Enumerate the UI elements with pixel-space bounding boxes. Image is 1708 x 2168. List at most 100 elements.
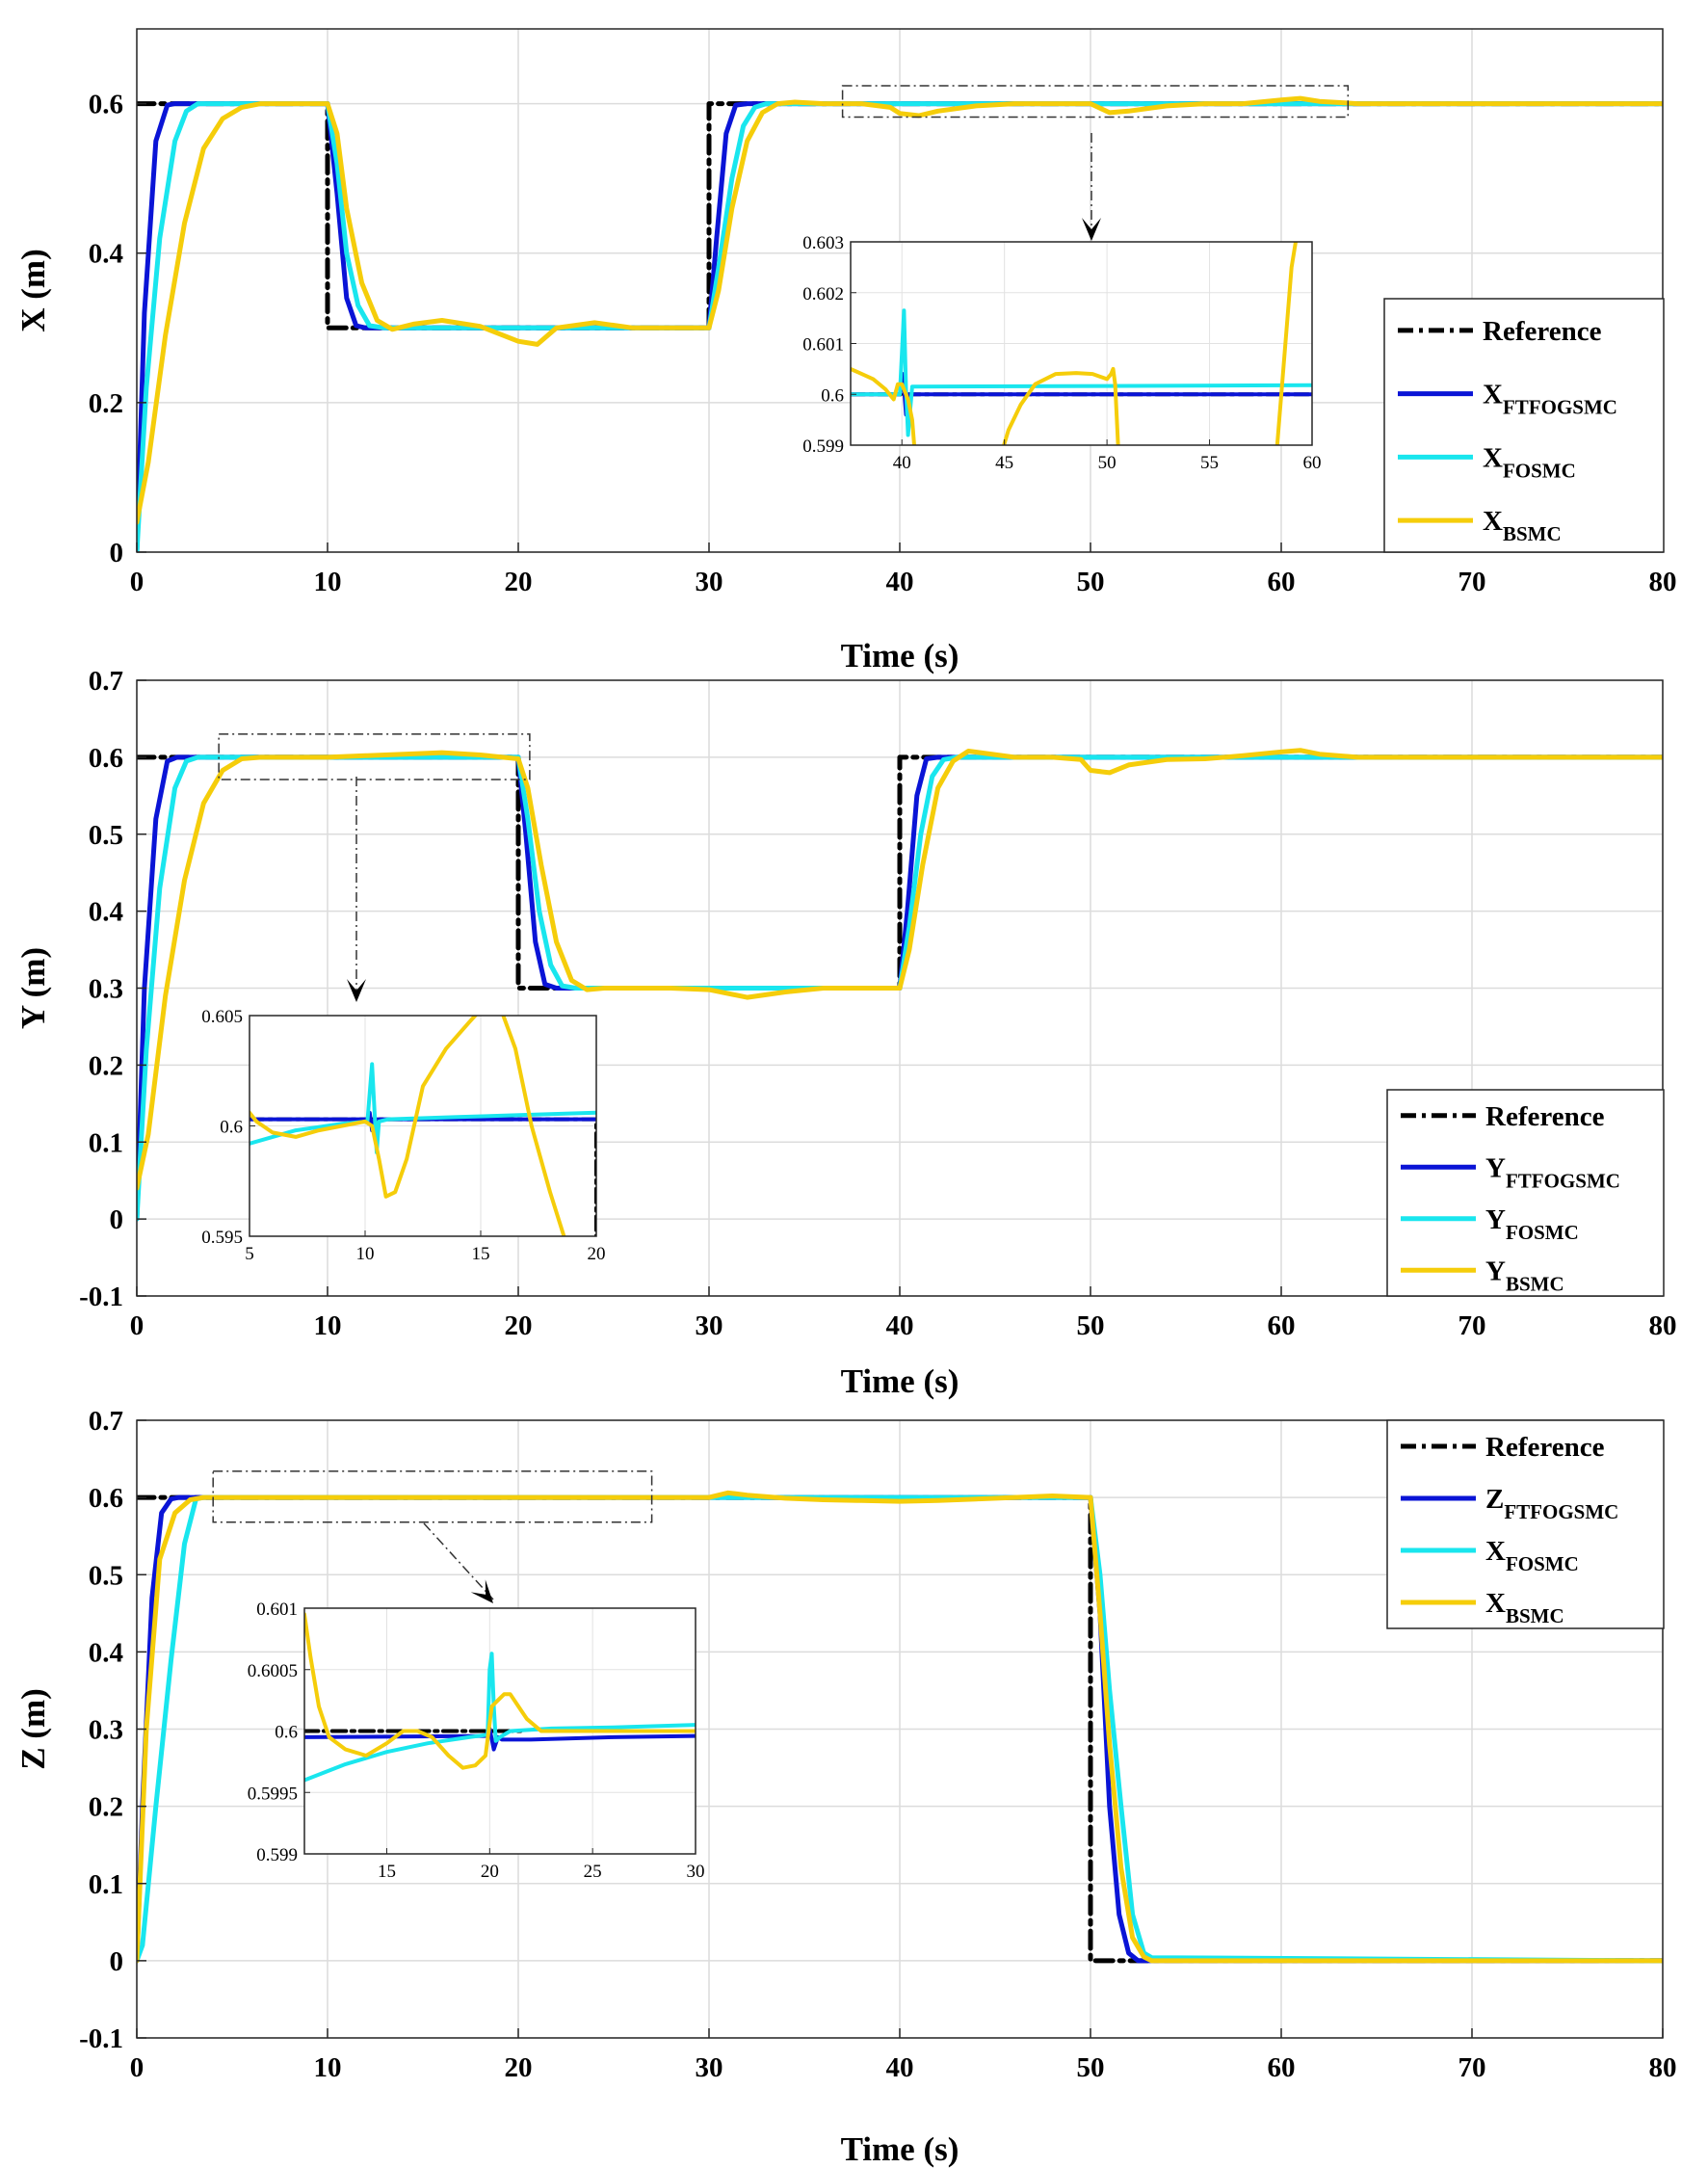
inset-y-tick-label: 0.595	[201, 1228, 243, 1248]
inset-y-tick-label: 0.599	[802, 436, 844, 457]
x-tick-label: 10	[314, 1310, 342, 1341]
legend-label-bsmc: YBSMC	[1485, 1256, 1564, 1295]
y-axis-label: X (m)	[14, 249, 52, 332]
y-tick-label: 0.2	[89, 388, 123, 419]
x-tick-label: 20	[505, 1310, 533, 1341]
inset-y-tick-label: 0.601	[256, 1600, 298, 1620]
legend-box	[1386, 1089, 1665, 1297]
legend-label-ftfogsmc: ZFTFOGSMC	[1485, 1484, 1618, 1523]
legend-box	[1386, 1419, 1665, 1629]
inset-x-tick-label: 25	[584, 1862, 602, 1882]
inset-y-tick-label: 0.605	[201, 1007, 243, 1027]
y-tick-label: 0.4	[89, 897, 123, 928]
inset-1-series-x-bsmc-c	[1274, 242, 1298, 445]
y-tick-label: 0.3	[89, 974, 123, 1005]
panel-2-series-y-ftfogsmc	[137, 754, 1663, 1222]
x-tick-label: 80	[1649, 1310, 1677, 1341]
zoom-arrow-head	[470, 1579, 493, 1603]
y-tick-label: 0.2	[89, 1792, 123, 1823]
x-tick-label: 30	[696, 2052, 723, 2083]
y-tick-label: 0.4	[89, 1637, 123, 1668]
y-tick-label: 0.6	[89, 1483, 123, 1514]
legend-label-fosmc: XFOSMC	[1483, 442, 1576, 482]
inset-x-tick-label: 15	[378, 1862, 396, 1882]
panel-3-inset: 15 20 25 30 0.599 0.5995 0.6 0.6005 0.601	[248, 1600, 705, 1882]
y-tick-label: 0	[110, 1946, 124, 1977]
x-tick-label: 60	[1268, 567, 1296, 597]
inset-y-tick-label: 0.6	[275, 1723, 298, 1743]
y-tick-label: -0.1	[79, 1282, 123, 1312]
x-tick-label: 20	[505, 2052, 533, 2083]
legend-label-reference: Reference	[1485, 1432, 1605, 1463]
inset-x-tick-label: 5	[245, 1244, 254, 1264]
inset-x-tick-label: 15	[472, 1244, 490, 1264]
inset-3-series-x-bsmc	[304, 1612, 696, 1770]
y-tick-label: 0.4	[89, 239, 123, 270]
legend-box	[1383, 298, 1665, 553]
zoom-source-box	[841, 85, 1350, 119]
x-tick-label: 10	[314, 2052, 342, 2083]
x-tick-label: 70	[1458, 2052, 1486, 2083]
legend-label-ftfogsmc: YFTFOGSMC	[1485, 1152, 1620, 1192]
inset-y-tick-label: 0.602	[802, 284, 844, 304]
panel-1-inset: 40 45 50 55 60 0.599 0.6 0.601 0.602 0.603	[802, 233, 1321, 473]
inset-plot-lines	[851, 242, 1312, 445]
x-tick-label: 50	[1077, 567, 1105, 597]
x-tick-label: 10	[314, 567, 342, 597]
x-tick-label: 0	[130, 2052, 145, 2083]
y-tick-label: 0.1	[89, 1869, 123, 1900]
y-tick-label: 0.6	[89, 743, 123, 774]
inset-y-tick-label: 0.6	[220, 1118, 243, 1138]
x-tick-label: 30	[696, 1310, 723, 1341]
x-tick-label: 60	[1268, 2052, 1296, 2083]
zoom-arrow-line	[423, 1522, 494, 1600]
y-tick-label: 0.1	[89, 1127, 123, 1158]
inset-x-tick-label: 45	[995, 453, 1013, 473]
zoom-source-box	[218, 733, 531, 780]
x-tick-label: 50	[1077, 1310, 1105, 1341]
zoom-arrow-head	[347, 979, 366, 1002]
x-axis-label: Time (s)	[841, 1362, 959, 1400]
inset-1-series-x-bsmc	[851, 366, 917, 445]
panel-2: 0 10 20 30 40 50 60 70 80-0.100.10.20.30.40.50.6…	[14, 666, 1677, 1400]
inset-x-tick-label: 50	[1098, 453, 1117, 473]
y-axis-label: Y (m)	[14, 947, 52, 1029]
x-tick-label: 50	[1077, 2052, 1105, 2083]
inset-plot-lines	[304, 1612, 696, 1783]
y-tick-label: 0.5	[89, 1560, 123, 1591]
y-tick-label: 0.5	[89, 820, 123, 851]
inset-y-tick-label: 0.603	[802, 233, 844, 253]
x-axis-label: Time (s)	[841, 637, 959, 674]
y-tick-label: -0.1	[79, 2023, 123, 2054]
y-tick-label: 0.2	[89, 1050, 123, 1081]
panel-2-legend: Reference YFTFOGSMC YFOSMC YBSMC	[1386, 1089, 1665, 1297]
legend-label-fosmc: YFOSMC	[1485, 1204, 1579, 1244]
panel-3-series-x-bsmc	[137, 1490, 1663, 1964]
panel-1-plot-lines	[137, 95, 1663, 552]
inset-1-series-x-fosmc	[851, 308, 1312, 437]
zoom-source-box	[212, 1470, 653, 1523]
panel-2-series-reference	[137, 754, 1663, 991]
inset-x-tick-label: 40	[893, 453, 911, 473]
y-tick-label: 0.7	[89, 1406, 123, 1437]
inset-x-tick-label: 55	[1200, 453, 1219, 473]
x-tick-label: 70	[1458, 567, 1486, 597]
x-tick-label: 40	[886, 2052, 914, 2083]
inset-x-tick-label: 20	[481, 1862, 499, 1882]
panel-2-inset: 5 10 15 20 0.595 0.6 0.605	[201, 1007, 605, 1264]
panel-1-legend: Reference XFTFOGSMC XFOSMC XBSMC	[1383, 298, 1665, 553]
inset-2-series-y-bsmc	[250, 1016, 566, 1236]
inset-y-tick-label: 0.5995	[248, 1784, 298, 1804]
zoom-arrow-head	[1082, 218, 1101, 241]
inset-y-tick-label: 0.6005	[248, 1661, 298, 1681]
legend-label-reference: Reference	[1483, 316, 1602, 347]
inset-plot-lines	[250, 1016, 596, 1236]
panel-3-plot-lines	[137, 1490, 1663, 1964]
x-tick-label: 20	[505, 567, 533, 597]
y-tick-label: 0.3	[89, 1715, 123, 1746]
y-tick-label: 0	[110, 1204, 124, 1235]
inset-x-tick-label: 60	[1303, 453, 1322, 473]
legend-label-bsmc: XBSMC	[1483, 506, 1562, 545]
panel-1-series-x-bsmc	[137, 95, 1663, 525]
